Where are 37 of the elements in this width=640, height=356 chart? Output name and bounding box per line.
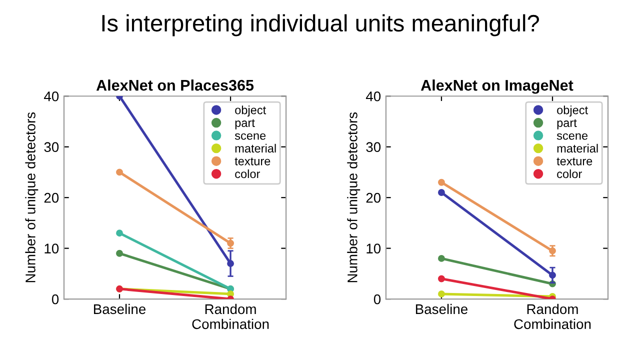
- y-tick-label: 40: [44, 91, 59, 102]
- legend-label: color: [235, 169, 260, 178]
- point: [438, 275, 445, 282]
- point: [438, 290, 445, 298]
- point: [438, 189, 445, 196]
- y-tick-label: 0: [374, 294, 381, 304]
- y-axis-title: Number of unique detectors: [347, 112, 360, 282]
- point: [116, 230, 123, 237]
- legend-label: material: [235, 144, 276, 153]
- legend-label: object: [235, 106, 266, 117]
- y-tick-label: 20: [44, 192, 59, 203]
- legend-label: color: [557, 169, 582, 178]
- legend-label: texture: [556, 158, 592, 166]
- legend-label: scene: [556, 133, 588, 140]
- x-tick-label: Baseline: [416, 304, 468, 314]
- point: [438, 254, 445, 262]
- y-tick-label: 30: [44, 142, 59, 152]
- legend-label: part: [235, 119, 255, 130]
- text: Is interpreting individual units meaningful?: [102, 14, 539, 36]
- x-tick-label: Baseline: [94, 304, 146, 314]
- y-tick-label: 0: [52, 294, 59, 304]
- legend-label: object: [557, 106, 588, 117]
- legend-label: material: [557, 144, 598, 153]
- y-tick-label: 10: [366, 244, 381, 254]
- x-tick-label: Random Combination: [192, 304, 269, 330]
- x-tick-label: Random Combination: [514, 304, 591, 330]
- y-tick-label: 40: [366, 91, 381, 102]
- y-tick-label: 10: [44, 244, 59, 254]
- y-axis-title: Number of unique detectors: [25, 112, 38, 282]
- chart-title: AlexNet on ImageNet: [420, 79, 574, 94]
- legend-label: texture: [234, 158, 270, 166]
- y-tick-label: 20: [366, 192, 381, 203]
- y-tick-label: 30: [366, 142, 381, 152]
- point: [116, 250, 123, 257]
- legend-label: part: [557, 119, 577, 130]
- legend-label: scene: [234, 133, 266, 140]
- chart-title: AlexNet on Places365: [96, 79, 254, 91]
